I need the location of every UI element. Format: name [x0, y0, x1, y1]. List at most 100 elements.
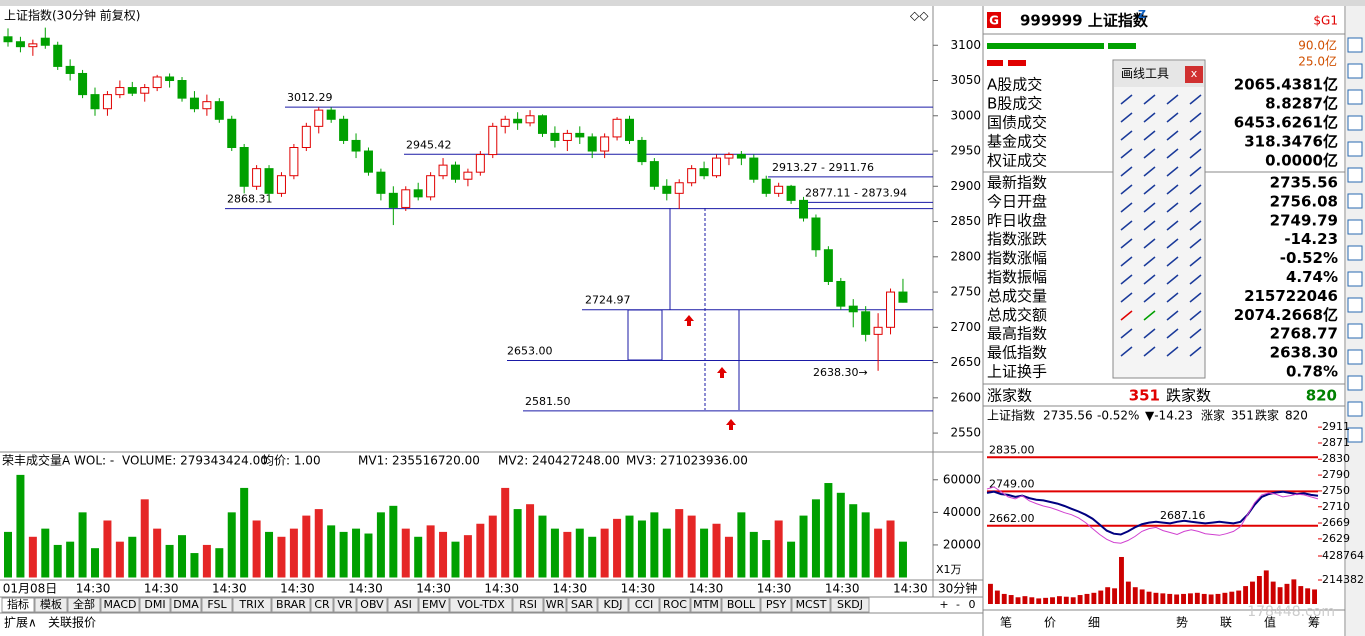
tab[interactable] [1, 597, 35, 613]
tool-icon[interactable] [1120, 202, 1133, 213]
tab[interactable] [659, 597, 691, 613]
tab[interactable] [628, 597, 660, 613]
tab-label[interactable]: BRAR [276, 598, 306, 611]
tab[interactable] [387, 597, 419, 613]
tool-icon[interactable] [1120, 166, 1133, 177]
tool-icon[interactable] [1120, 328, 1133, 339]
tab-label[interactable]: TRIX [238, 598, 265, 611]
zoom-button[interactable]: + [939, 598, 948, 611]
tool-icon[interactable] [1166, 148, 1179, 159]
side-icon[interactable] [1347, 297, 1363, 313]
tool-icon[interactable] [1166, 220, 1179, 231]
tool-icon[interactable] [1143, 112, 1156, 123]
tool-icon[interactable] [1189, 184, 1202, 195]
tool-icon[interactable] [1189, 148, 1202, 159]
tool-icon[interactable] [1120, 274, 1133, 285]
side-icon[interactable] [1347, 37, 1363, 53]
tool-icon[interactable] [1120, 184, 1133, 195]
side-icon[interactable] [1347, 89, 1363, 105]
tab[interactable] [449, 597, 513, 613]
side-icon[interactable] [1347, 245, 1363, 261]
tab[interactable] [34, 597, 68, 613]
tab-label[interactable]: PSY [766, 598, 787, 611]
side-icon[interactable] [1347, 349, 1363, 365]
tool-icon[interactable] [1143, 184, 1156, 195]
tool-icon[interactable] [1143, 148, 1156, 159]
tab-label[interactable]: 指标 [7, 597, 29, 611]
tool-icon[interactable] [1120, 238, 1133, 249]
close-button[interactable] [1185, 66, 1203, 83]
tab[interactable] [271, 597, 311, 613]
tool-icon[interactable] [1120, 220, 1133, 231]
tab-label[interactable]: VR [337, 598, 353, 611]
tool-icon[interactable] [1189, 112, 1202, 123]
tool-icon[interactable] [1189, 166, 1202, 177]
close-label[interactable]: x [1191, 67, 1198, 80]
tool-icon[interactable] [1166, 292, 1179, 303]
side-icon[interactable] [1347, 219, 1363, 235]
tab-label[interactable]: FSL [207, 598, 227, 611]
tool-icon[interactable] [1166, 166, 1179, 177]
tab-label[interactable]: DMI [144, 598, 165, 611]
tab[interactable] [310, 597, 334, 613]
tool-icon[interactable] [1189, 292, 1202, 303]
tab-label[interactable]: KDJ [604, 598, 623, 611]
side-icon[interactable] [1347, 115, 1363, 131]
tab[interactable] [543, 597, 567, 613]
side-icon[interactable] [1347, 193, 1363, 209]
tool-icon[interactable] [1166, 184, 1179, 195]
tool-icon[interactable] [1166, 94, 1179, 105]
tool-icon[interactable] [1166, 256, 1179, 267]
tab[interactable] [418, 597, 450, 613]
tool-icon[interactable] [1166, 328, 1179, 339]
tool-icon[interactable] [1189, 256, 1202, 267]
tab-label[interactable]: WR [546, 598, 565, 611]
tool-icon[interactable] [1166, 346, 1179, 357]
tab-label[interactable]: 模板 [40, 597, 62, 611]
side-icon[interactable] [1347, 141, 1363, 157]
tab-label[interactable]: DMA [173, 598, 199, 611]
tab-label[interactable]: ASI [394, 598, 412, 611]
tool-icon[interactable] [1166, 130, 1179, 141]
tab[interactable] [597, 597, 629, 613]
tool-icon[interactable] [1189, 220, 1202, 231]
tool-icon[interactable] [1143, 346, 1156, 357]
tool-icon[interactable] [1143, 94, 1156, 105]
side-icon[interactable] [1347, 375, 1363, 391]
tab[interactable] [100, 597, 140, 613]
tool-icon[interactable] [1143, 328, 1156, 339]
tool-icon[interactable] [1120, 256, 1133, 267]
footer-tab[interactable]: 扩展∧ [4, 616, 37, 630]
tool-icon[interactable] [1143, 238, 1156, 249]
tool-icon[interactable] [1166, 112, 1179, 123]
tool-icon[interactable] [1120, 130, 1133, 141]
tool-icon[interactable] [1189, 238, 1202, 249]
tool-icon[interactable] [1189, 310, 1202, 321]
tool-icon[interactable] [1120, 346, 1133, 357]
mini-tab[interactable]: 联 [1220, 616, 1232, 630]
tool-icon[interactable] [1189, 202, 1202, 213]
mini-tab[interactable]: 细 [1088, 616, 1100, 630]
tab[interactable] [512, 597, 544, 613]
tab-label[interactable]: CCI [635, 598, 654, 611]
side-icon[interactable] [1347, 63, 1363, 79]
tool-icon[interactable] [1120, 112, 1133, 123]
tool-icon[interactable] [1143, 256, 1156, 267]
tool-icon[interactable] [1120, 148, 1133, 159]
tab[interactable] [201, 597, 233, 613]
tool-icon[interactable] [1143, 166, 1156, 177]
side-icon[interactable] [1347, 271, 1363, 287]
tool-icon[interactable] [1143, 202, 1156, 213]
side-icon[interactable] [1347, 427, 1363, 443]
tool-icon[interactable] [1166, 202, 1179, 213]
tab[interactable] [690, 597, 722, 613]
tab[interactable] [760, 597, 792, 613]
tool-icon[interactable] [1120, 310, 1133, 321]
tool-icon[interactable] [1143, 292, 1156, 303]
side-icon[interactable] [1347, 167, 1363, 183]
tab-label[interactable]: SKDJ [837, 598, 863, 611]
tool-icon[interactable] [1189, 94, 1202, 105]
tool-icon[interactable] [1166, 238, 1179, 249]
tool-icon[interactable] [1189, 328, 1202, 339]
tool-icon[interactable] [1166, 274, 1179, 285]
